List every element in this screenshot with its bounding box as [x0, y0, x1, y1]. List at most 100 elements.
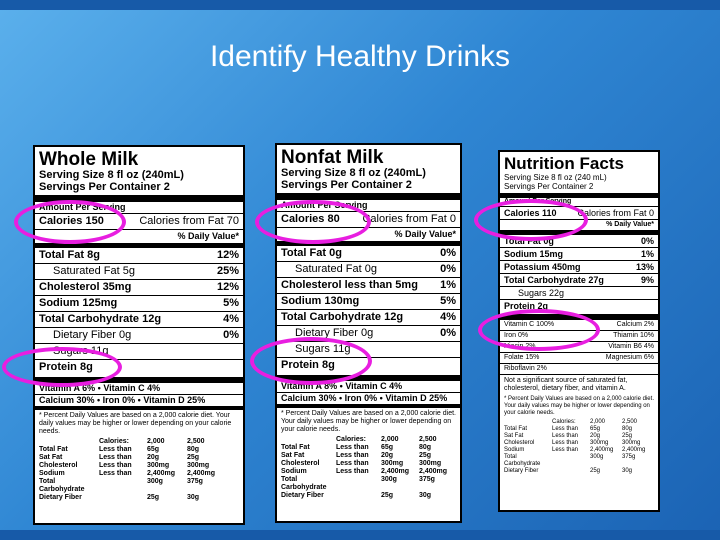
divider — [500, 193, 658, 198]
table-cell — [336, 492, 381, 500]
nutrient-row: Sugars 22g — [500, 286, 658, 299]
table-cell — [39, 438, 99, 446]
table-cell: 300mg — [419, 460, 442, 467]
table-cell — [336, 476, 381, 492]
label-name: Nutrition Facts — [504, 154, 624, 173]
nutrient-row: Total Fat 0g 0% — [277, 245, 460, 261]
calories-fat: Calories from Fat 0 — [362, 213, 456, 225]
nutrient-label: Protein 2g — [504, 301, 549, 311]
nutrient-label: Dietary Fiber 0g — [295, 327, 374, 339]
nutrient-label: Sodium 125mg — [39, 297, 118, 309]
nutrient-label: Cholesterol 35mg — [39, 281, 132, 293]
calories-fat: Calories from Fat 70 — [139, 215, 239, 227]
nutrient-row: Sodium 130mg 5% — [277, 293, 460, 309]
table-cell: 300mg — [622, 440, 641, 446]
table-cell: Sat Fat — [39, 454, 63, 461]
divider — [277, 375, 460, 381]
table-cell: 25g — [381, 492, 394, 499]
vitamin-row: Riboflavin 2% — [500, 363, 658, 374]
table-cell: 2,500 — [187, 438, 205, 445]
nutrient-row: Dietary Fiber 0g 0% — [277, 325, 460, 341]
table-cell: Total Carbohydrate — [281, 476, 327, 491]
highlight-circle-nonfat-sugar-protein — [250, 337, 372, 385]
table-cell: Cholesterol — [39, 462, 78, 469]
table-cell: 80g — [622, 426, 633, 432]
table-cell: Dietary Fiber — [504, 468, 539, 474]
table-cell: Total Fat — [39, 446, 68, 453]
servings: Servings Per Container 2 — [39, 181, 170, 193]
table-cell: Total Fat — [281, 444, 310, 451]
table-cell: 300g — [147, 478, 163, 485]
nutrient-dv: 0% — [440, 327, 456, 339]
table-cell: Sodium — [504, 447, 525, 453]
serving-size: Serving Size 8 fl oz (240 mL) — [504, 173, 607, 182]
table-cell: 300g — [381, 476, 397, 483]
table-cell: 80g — [187, 446, 200, 453]
nutrient-dv: 0% — [223, 329, 239, 341]
nutrient-row: Total Fat 0g 0% — [500, 234, 658, 247]
nutrient-label: Total Carbohydrate 12g — [39, 313, 162, 325]
label-name: Nonfat Milk — [281, 147, 384, 168]
table-cell: 2,400mg — [622, 447, 646, 453]
table-cell: 25g — [590, 468, 601, 474]
table-cell: 375g — [419, 476, 435, 483]
table-cell: 2,400mg — [381, 468, 410, 475]
table-cell — [281, 436, 336, 444]
table-cell: 25g — [419, 452, 432, 459]
nutrient-label: Sodium 15mg — [504, 249, 564, 259]
table-cell: 2,400mg — [187, 470, 216, 477]
nutrient-row: Sodium 125mg 5% — [35, 295, 243, 311]
daily-values-table: Calories: 2,000 2,500 Total Fat Less than 65g… — [500, 417, 658, 477]
nutrient-label: Saturated Fat 5g — [53, 265, 135, 277]
table-cell: Total Fat — [504, 426, 528, 432]
table-cell: Calories: — [336, 436, 366, 443]
nutrient-row: Dietary Fiber 0g 0% — [35, 327, 243, 343]
table-cell: 375g — [622, 454, 636, 460]
table-cell: 25g — [187, 454, 200, 461]
vitamin-cell: Riboflavin 2% — [504, 365, 547, 372]
table-cell: Less than — [552, 426, 579, 432]
vitamins-1: Vitamin A 6% • Vitamin C 4% — [35, 383, 243, 395]
highlight-circle-whole-calories — [14, 200, 126, 244]
nutrient-dv: 5% — [440, 295, 456, 307]
table-cell: 30g — [419, 492, 432, 499]
footnote: * Percent Daily Values are based on a 2,… — [281, 410, 456, 433]
table-cell: 2,000 — [381, 436, 399, 443]
whole-milk-label: Whole Milk Serving Size 8 fl oz (240mL) … — [33, 145, 245, 525]
table-cell: 2,400mg — [419, 468, 448, 475]
servings: Servings Per Container 2 — [504, 182, 594, 191]
nutrient-row: Sodium 15mg 1% — [500, 247, 658, 260]
highlight-circle-whole-protein — [2, 347, 122, 387]
table-cell: Cholesterol — [504, 440, 535, 446]
serving-size: Serving Size 8 fl oz (240mL) — [39, 169, 184, 181]
nutrient-dv: 12% — [216, 249, 239, 261]
top-bar — [0, 0, 720, 10]
table-cell: Less than — [99, 454, 132, 461]
table-cell: Less than — [99, 470, 132, 477]
nutrient-label: Sugars 22g — [518, 288, 565, 298]
nutrient-row: Total Carbohydrate 12g 4% — [35, 311, 243, 327]
nutrient-dv: 0% — [440, 263, 456, 275]
nutrient-dv: 9% — [640, 275, 654, 285]
highlight-circle-nonfat-calories — [255, 200, 371, 244]
table-cell: 65g — [147, 446, 160, 453]
nutrient-row: Potassium 450mg 13% — [500, 260, 658, 273]
table-cell: Dietary Fiber — [281, 492, 324, 499]
table-cell: Calories: — [552, 419, 576, 425]
calories-fat: Calories from Fat 0 — [577, 208, 654, 218]
table-cell: 300mg — [187, 462, 210, 469]
table-cell: Less than — [552, 440, 579, 446]
table-cell: 25g — [147, 494, 160, 501]
table-cell: Less than — [552, 433, 579, 439]
nutrient-row: Cholesterol less than 5mg 1% — [277, 277, 460, 293]
nutrient-row: Saturated Fat 0g 0% — [277, 261, 460, 277]
nutrient-rows: Total Fat 8g 12% Saturated Fat 5g 25% Choles… — [35, 247, 243, 375]
dv-header: % Daily Value* — [35, 229, 243, 247]
highlight-circle-nf-vitamin — [478, 309, 600, 351]
table-cell: 2,500 — [622, 419, 638, 425]
nutrient-dv: 5% — [223, 297, 239, 309]
nutrient-label: Sodium 130mg — [281, 295, 360, 307]
nutrient-label: Total Carbohydrate 27g — [504, 275, 604, 285]
table-cell: 20g — [147, 454, 160, 461]
nutrient-row: Total Fat 8g 12% — [35, 247, 243, 263]
